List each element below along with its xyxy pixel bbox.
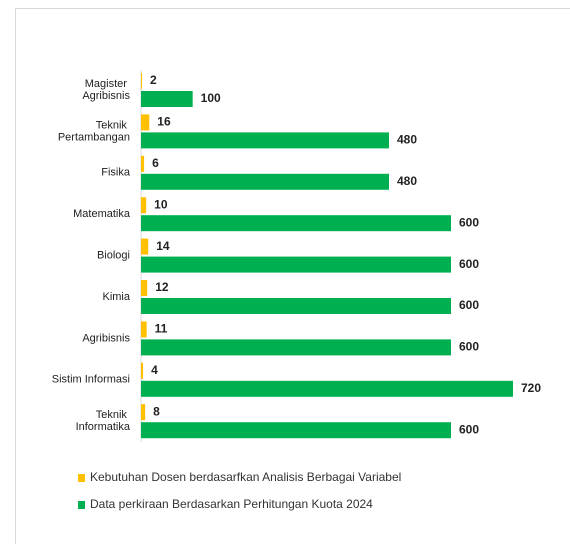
value-label: 480 (397, 133, 417, 147)
value-label: 16 (157, 115, 171, 129)
value-label: 4 (151, 363, 158, 377)
legend-swatch (78, 501, 85, 509)
bar (141, 73, 143, 89)
bar (141, 215, 451, 232)
value-label: 14 (156, 239, 170, 253)
bar (141, 155, 145, 172)
bar (141, 362, 144, 379)
bar (141, 298, 451, 314)
bar (141, 132, 389, 149)
bar (141, 256, 451, 273)
value-label: 600 (459, 257, 479, 271)
value-label: 6 (152, 156, 159, 170)
bar (141, 422, 451, 439)
category-label: Magister Agribisnis (82, 78, 130, 102)
legend-label: Data perkiraan Berdasarkan Perhitungan K… (90, 497, 373, 511)
value-label: 600 (459, 422, 479, 436)
value-label: 720 (521, 381, 541, 395)
chart-frame (15, 8, 570, 544)
value-label: 600 (459, 298, 479, 312)
value-label: 600 (459, 340, 479, 354)
bar (141, 380, 513, 397)
value-label: 600 (459, 215, 479, 229)
category-label: Sistim Informasi (52, 374, 130, 386)
category-label: Biologi (97, 250, 130, 262)
bar (141, 238, 149, 255)
value-label: 100 (201, 91, 221, 105)
bar (141, 321, 147, 338)
bar (141, 280, 148, 296)
legend-label: Kebutuhan Dosen berdasarfkan Analisis Be… (90, 470, 401, 484)
bar (141, 404, 146, 421)
category-label: Teknik Informatika (76, 409, 131, 433)
bar (141, 91, 193, 107)
value-label: 10 (154, 197, 168, 211)
bar (141, 197, 147, 214)
value-label: 12 (155, 280, 169, 294)
category-label: Agribisnis (82, 332, 130, 344)
value-label: 11 (155, 322, 168, 336)
legend-swatch (78, 474, 85, 482)
category-label: Kimia (102, 291, 130, 303)
category-label: Fisika (101, 167, 131, 179)
bar (141, 114, 150, 131)
value-label: 2 (150, 73, 157, 87)
bar (141, 339, 451, 356)
category-label: Teknik Pertambangan (58, 119, 130, 143)
value-label: 480 (397, 174, 417, 188)
category-label: Matematika (73, 208, 131, 220)
bar (141, 173, 389, 190)
value-label: 8 (153, 404, 160, 418)
